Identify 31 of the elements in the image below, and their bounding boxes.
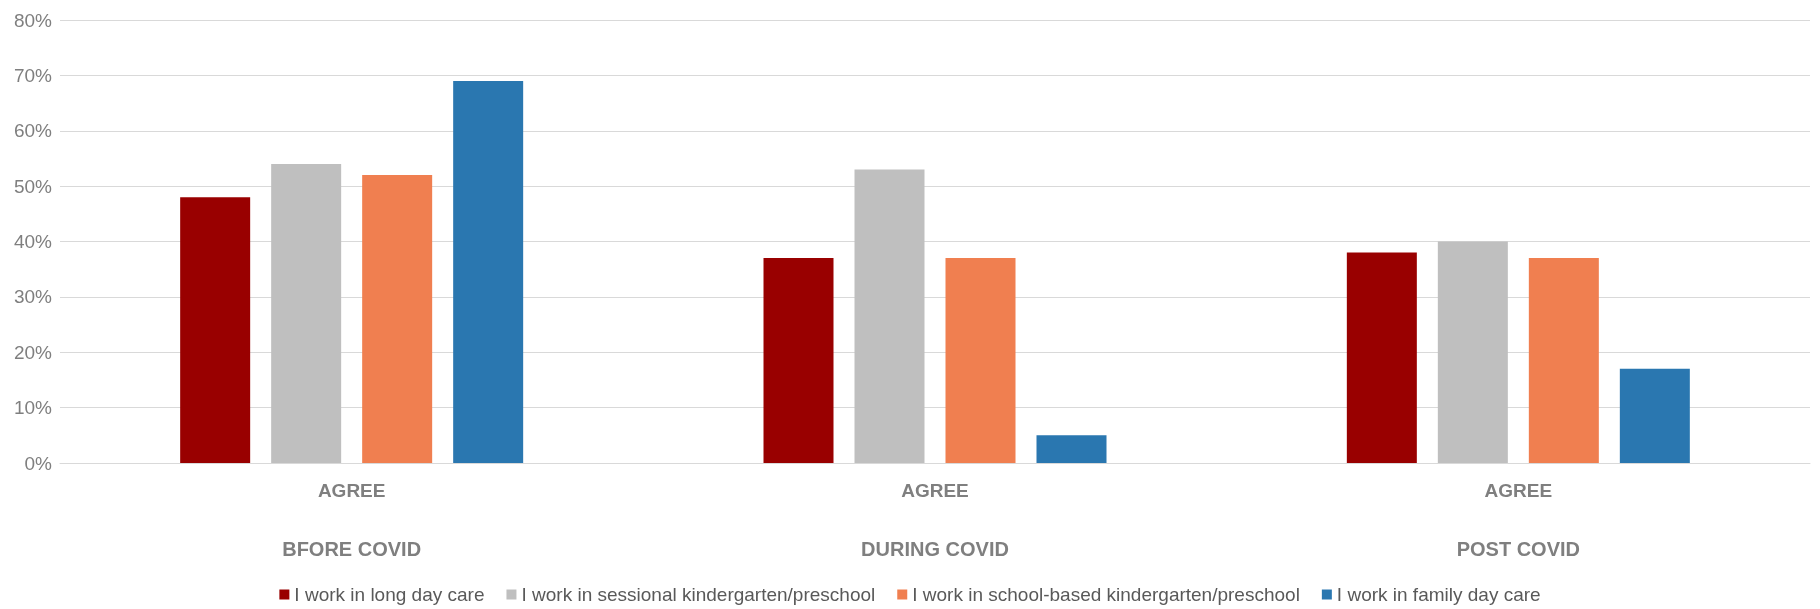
y-tick-label: 40% — [13, 231, 53, 252]
legend-label: I work in family day care — [1336, 584, 1541, 605]
legend-label: I work in school-based kindergarten/preschool — [912, 584, 1300, 605]
legend-label: I work in long day care — [294, 584, 485, 605]
bar — [945, 258, 1016, 463]
text: BFORE COVID — [282, 538, 422, 560]
bar — [1346, 252, 1417, 463]
x-tick-label: AGREE — [317, 480, 386, 501]
y-tick-label: 70% — [13, 64, 53, 86]
bar — [271, 163, 342, 463]
legend-label: I work in sessional kindergarten/preschool — [521, 584, 876, 605]
y-tick-label: 80% — [13, 9, 53, 31]
text: POST COVID — [1456, 538, 1581, 560]
y-tick-label: 10% — [13, 397, 53, 419]
y-tick-label: 60% — [13, 120, 53, 142]
y-tick-label: 20% — [13, 341, 53, 363]
x-tick-label: AGREE — [901, 480, 969, 501]
x-tick-label: AGREE — [1484, 480, 1553, 501]
bar — [1619, 368, 1690, 463]
bar — [362, 175, 433, 463]
y-tick-label: 0% — [24, 452, 53, 474]
bar — [763, 258, 834, 463]
bar — [453, 80, 524, 463]
y-tick-label: 30% — [13, 286, 53, 308]
y-tick-label: 50% — [13, 175, 53, 197]
bar — [1036, 435, 1107, 463]
bar — [180, 197, 251, 463]
bar — [1528, 258, 1599, 463]
bar — [854, 169, 925, 463]
text: DURING COVID — [861, 538, 1009, 560]
bar — [1437, 241, 1508, 463]
